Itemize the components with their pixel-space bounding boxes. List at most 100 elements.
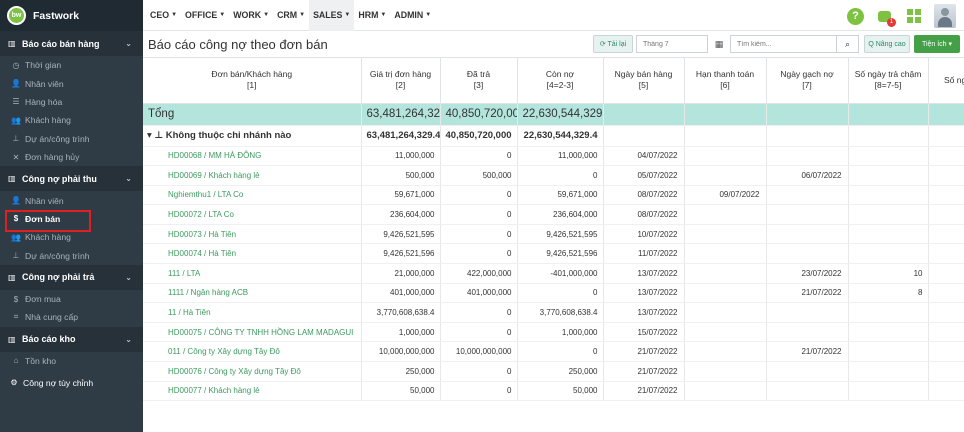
order-link[interactable]: HD00075 / CÔNG TY TNHH HỒNG LAM MADAGUI: [143, 322, 362, 343]
table-row[interactable]: 1111 / Ngân hàng ACB 401,000,000 401,000,0…: [143, 283, 964, 304]
advanced-filter-button[interactable]: Q Nâng cao: [864, 35, 910, 53]
sidebar-item-0-1[interactable]: 👤 Nhân viên: [0, 74, 143, 92]
users-icon: 👥: [11, 115, 21, 125]
expand-toggle-icon[interactable]: ▾ ⊥: [147, 130, 166, 141]
column-header-6[interactable]: Ngày gạch nợ [7]: [766, 58, 849, 104]
sidebar-item-0-0[interactable]: ◷ Thời gian: [0, 56, 143, 74]
menu-sales[interactable]: SALES ▼: [309, 0, 355, 31]
sale-date: 21/07/2022: [603, 381, 685, 402]
caret-down-icon: ▼: [219, 12, 226, 18]
column-header-8[interactable]: Số ngà: [928, 58, 964, 104]
sidebar-section-1[interactable]: ▥ Công nợ phải thu ⌄: [0, 166, 143, 192]
table-row[interactable]: Nghiemthu1 / LTA Co 59,671,000 0 59,671,000…: [143, 185, 964, 206]
reload-button[interactable]: ⟳ Tải lại: [593, 35, 633, 53]
table-row[interactable]: 11 / Hà Tiên 3,770,608,638.4 0 3,770,608,63…: [143, 302, 964, 323]
menu-hrm[interactable]: HRM ▼: [354, 0, 390, 31]
order-link[interactable]: HD00073 / Hà Tiên: [143, 224, 362, 245]
order-link[interactable]: Nghiemthu1 / LTA Co: [143, 185, 362, 206]
total-order-value: 63,481,264,329: [361, 103, 441, 126]
sidebar-item-2-1[interactable]: ⌗ Nhà cung cấp: [0, 308, 143, 326]
cleared-date: 21/07/2022: [766, 283, 849, 304]
due-date: [684, 302, 767, 323]
month-filter-input[interactable]: [636, 35, 708, 53]
order-link[interactable]: 011 / Công ty Xây dựng Tây Đô: [143, 341, 362, 363]
group-label-cell[interactable]: ▾ ⊥ Không thuộc chi nhánh nào: [143, 125, 362, 147]
report-table-container[interactable]: Đơn bán/Khách hàng [1] Giá trị đơn hàng [2]…: [143, 58, 964, 432]
column-formula: [6]: [720, 80, 730, 91]
table-row[interactable]: HD00068 / MM HÀ ĐÔNG 11,000,000 0 11,000,00…: [143, 146, 964, 167]
table-row[interactable]: HD00077 / Khách hàng lẻ 50,000 0 50,000 21/0…: [143, 381, 964, 402]
caret-down-icon: ▼: [263, 12, 270, 18]
debt-amount: 0: [517, 341, 604, 363]
menu-work[interactable]: WORK ▼: [229, 0, 273, 31]
sidebar-item-0-3[interactable]: 👥 Khách hàng: [0, 111, 143, 129]
sidebar-item-1-3[interactable]: ⊥ Dự án/công trình: [0, 247, 143, 265]
table-row[interactable]: 111 / LTA 21,000,000 422,000,000 -401,000,0…: [143, 263, 964, 284]
sidebar-item-1-0[interactable]: 👤 Nhân viên: [0, 191, 143, 209]
sidebar-section-2[interactable]: ▥ Công nợ phải trả ⌄: [0, 264, 143, 290]
column-header-3[interactable]: Còn nợ [4=2-3]: [517, 58, 604, 104]
late-days: [848, 243, 929, 265]
home-icon: ⌂: [13, 356, 19, 366]
sidebar-item-0-5[interactable]: ✕ Đơn hàng hủy: [0, 148, 143, 166]
group-row[interactable]: ▾ ⊥ Không thuộc chi nhánh nào 63,481,264,…: [143, 125, 964, 147]
table-row[interactable]: HD00073 / Hà Tiên 9,426,521,595 0 9,426,521…: [143, 224, 964, 245]
table-row[interactable]: HD00075 / CÔNG TY TNHH HỒNG LAM MADAGUI 1…: [143, 322, 964, 343]
table-row[interactable]: HD00074 / Hà Tiên 9,426,521,596 0 9,426,521…: [143, 243, 964, 265]
table-row[interactable]: 011 / Công ty Xây dựng Tây Đô 10,000,000,…: [143, 341, 964, 363]
empty-cell: [928, 322, 964, 343]
order-link[interactable]: 11 / Hà Tiên: [143, 302, 362, 323]
search-input[interactable]: [730, 35, 837, 53]
column-header-4[interactable]: Ngày bán hàng [5]: [603, 58, 685, 104]
column-header-2[interactable]: Đã trả [3]: [440, 58, 518, 104]
user-avatar[interactable]: [934, 4, 956, 28]
column-header-1[interactable]: Giá trị đơn hàng [2]: [361, 58, 441, 104]
sidebar-item-custom-debt[interactable]: ⚙ Công nợ tùy chỉnh: [0, 370, 143, 395]
table-row[interactable]: HD00072 / LTA Co 236,604,000 0 236,604,000 0…: [143, 204, 964, 225]
late-days: [848, 204, 929, 225]
order-link[interactable]: HD00068 / MM HÀ ĐÔNG: [143, 146, 362, 167]
menu-ceo[interactable]: CEO ▼: [146, 0, 181, 31]
order-link[interactable]: HD00077 / Khách hàng lẻ: [143, 381, 362, 402]
sidebar-item-1-1[interactable]: $ Đơn bán: [0, 209, 143, 233]
empty-cell: [684, 103, 767, 126]
table-row[interactable]: HD00076 / Công ty Xây dựng Tây Đô 250,000…: [143, 361, 964, 382]
sidebar-item-3-0[interactable]: ⌂ Tồn kho: [0, 352, 143, 370]
debt-amount: 236,604,000: [517, 204, 604, 225]
help-icon[interactable]: ?: [847, 7, 864, 25]
table-row[interactable]: HD00069 / Khách hàng lẻ 500,000 500,000 0 05…: [143, 165, 964, 186]
sidebar-section-3[interactable]: ▥ Báo cáo kho ⌄: [0, 326, 143, 352]
notification-button[interactable]: 1: [876, 8, 896, 27]
debt-amount: 1,000,000: [517, 322, 604, 343]
order-link[interactable]: HD00069 / Khách hàng lẻ: [143, 165, 362, 186]
sale-date: 05/07/2022: [603, 165, 685, 186]
order-link[interactable]: 111 / LTA: [143, 263, 362, 284]
order-link[interactable]: HD00074 / Hà Tiên: [143, 243, 362, 265]
sidebar-item-0-2[interactable]: ☰ Hàng hóa: [0, 93, 143, 111]
apps-button[interactable]: [905, 8, 922, 25]
cleared-date: 23/07/2022: [766, 263, 849, 284]
menu-admin[interactable]: ADMIN ▼: [390, 0, 435, 31]
order-link[interactable]: HD00072 / LTA Co: [143, 204, 362, 225]
column-header-0[interactable]: Đơn bán/Khách hàng [1]: [143, 58, 362, 104]
sidebar-section-0[interactable]: ▥ Báo cáo bán hàng ⌄: [0, 31, 143, 56]
menu-crm[interactable]: CRM ▼: [273, 0, 309, 31]
empty-cell: [928, 243, 964, 265]
sidebar-item-label: Dự án/công trình: [25, 133, 90, 144]
sidebar-item-2-0[interactable]: $ Đơn mua: [0, 290, 143, 308]
order-value: 59,671,000: [361, 185, 441, 206]
debt-amount: 9,426,521,596: [517, 243, 604, 265]
sidebar-item-label: Đơn mua: [25, 294, 61, 305]
sidebar-item-0-4[interactable]: ⊥ Dự án/công trình: [0, 130, 143, 148]
menu-office[interactable]: OFFICE ▼: [181, 0, 229, 31]
brand-header[interactable]: bw Fastwork: [0, 0, 143, 31]
order-link[interactable]: HD00076 / Công ty Xây dựng Tây Đô: [143, 361, 362, 382]
sidebar-item-1-2[interactable]: 👥 Khách hàng: [0, 228, 143, 246]
column-header-5[interactable]: Hạn thanh toán [6]: [684, 58, 767, 104]
column-header-7[interactable]: Số ngày trả chậm [8=7-5]: [848, 58, 929, 104]
calendar-icon[interactable]: ▦: [714, 38, 724, 49]
times-icon: ✕: [12, 152, 20, 162]
search-icon[interactable]: ⌕: [837, 35, 859, 53]
utility-button[interactable]: Tiện ích ▾: [914, 35, 960, 53]
order-link[interactable]: 1111 / Ngân hàng ACB: [143, 283, 362, 304]
